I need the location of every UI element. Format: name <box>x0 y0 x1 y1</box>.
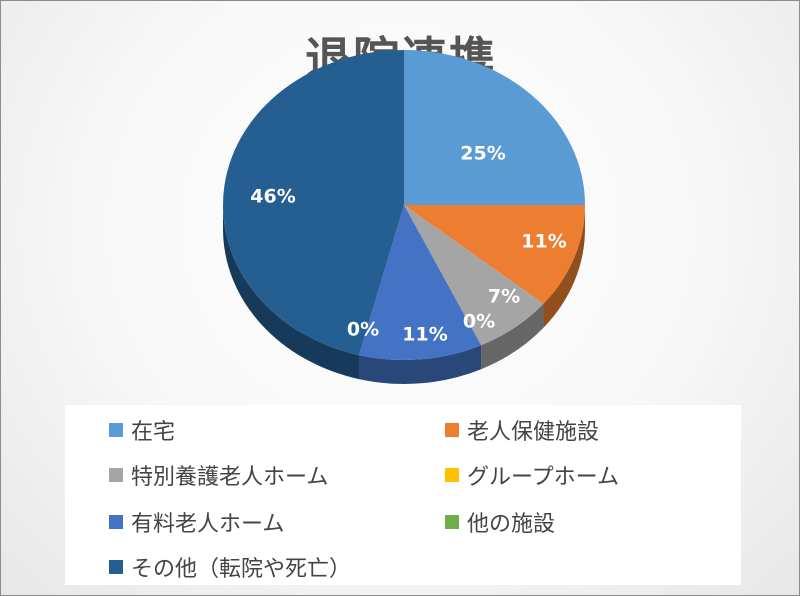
legend-swatch <box>445 423 459 437</box>
pie-slice-5 <box>358 205 482 361</box>
legend-item-3: 特別養護老人ホーム <box>109 459 328 491</box>
data-label-6: 0% <box>347 319 379 341</box>
pie-slice-3 <box>404 205 544 346</box>
legend-label: 老人保健施設 <box>467 420 600 445</box>
data-label-4: 0% <box>463 311 495 333</box>
pie-side-walls <box>223 205 585 384</box>
data-label-3: 7% <box>488 286 520 308</box>
legend-item-1: 在宅 <box>109 414 175 446</box>
legend-label: 有料老人ホーム <box>131 512 285 537</box>
pie-data-labels: 25% 11% 7% 0% 11% 0% 46% <box>250 143 566 346</box>
legend-label: 他の施設 <box>467 512 556 537</box>
legend-swatch <box>109 560 123 574</box>
legend-swatch <box>109 468 123 482</box>
pie-slice-2 <box>404 205 585 304</box>
legend-item-7: その他（転院や死亡） <box>109 551 351 583</box>
legend-label: グループホーム <box>467 465 620 490</box>
data-label-1: 25% <box>460 143 505 165</box>
legend: 在宅 老人保健施設特別養護老人ホーム グループホーム有料老人ホーム 他の施設その他（転… <box>65 405 741 585</box>
pie-chart: 25% 11% 7% 0% 11% 0% 46% <box>222 50 585 384</box>
legend-label: その他（転院や死亡） <box>131 557 352 582</box>
legend-item-6: 他の施設 <box>445 506 555 538</box>
pie-side-3 <box>481 303 544 370</box>
legend-item-4: グループホーム <box>445 459 619 491</box>
data-label-7: 46% <box>250 186 295 208</box>
pie-slices <box>222 50 585 361</box>
data-label-2: 11% <box>521 231 566 253</box>
legend-item-2: 老人保健施設 <box>445 414 599 446</box>
pie-side-2 <box>543 205 585 328</box>
legend-swatch <box>109 515 123 529</box>
pie-side-7 <box>223 205 359 380</box>
pie-side-5 <box>358 345 482 384</box>
legend-swatch <box>109 423 123 437</box>
legend-swatch <box>445 468 459 482</box>
legend-label: 在宅 <box>131 420 176 445</box>
pie-slice-7 <box>222 50 404 356</box>
pie-slice-1 <box>404 50 585 205</box>
legend-swatch <box>445 515 459 529</box>
data-label-5: 11% <box>402 324 447 346</box>
legend-item-5: 有料老人ホーム <box>109 506 284 538</box>
legend-label: 特別養護老人ホーム <box>131 465 329 490</box>
